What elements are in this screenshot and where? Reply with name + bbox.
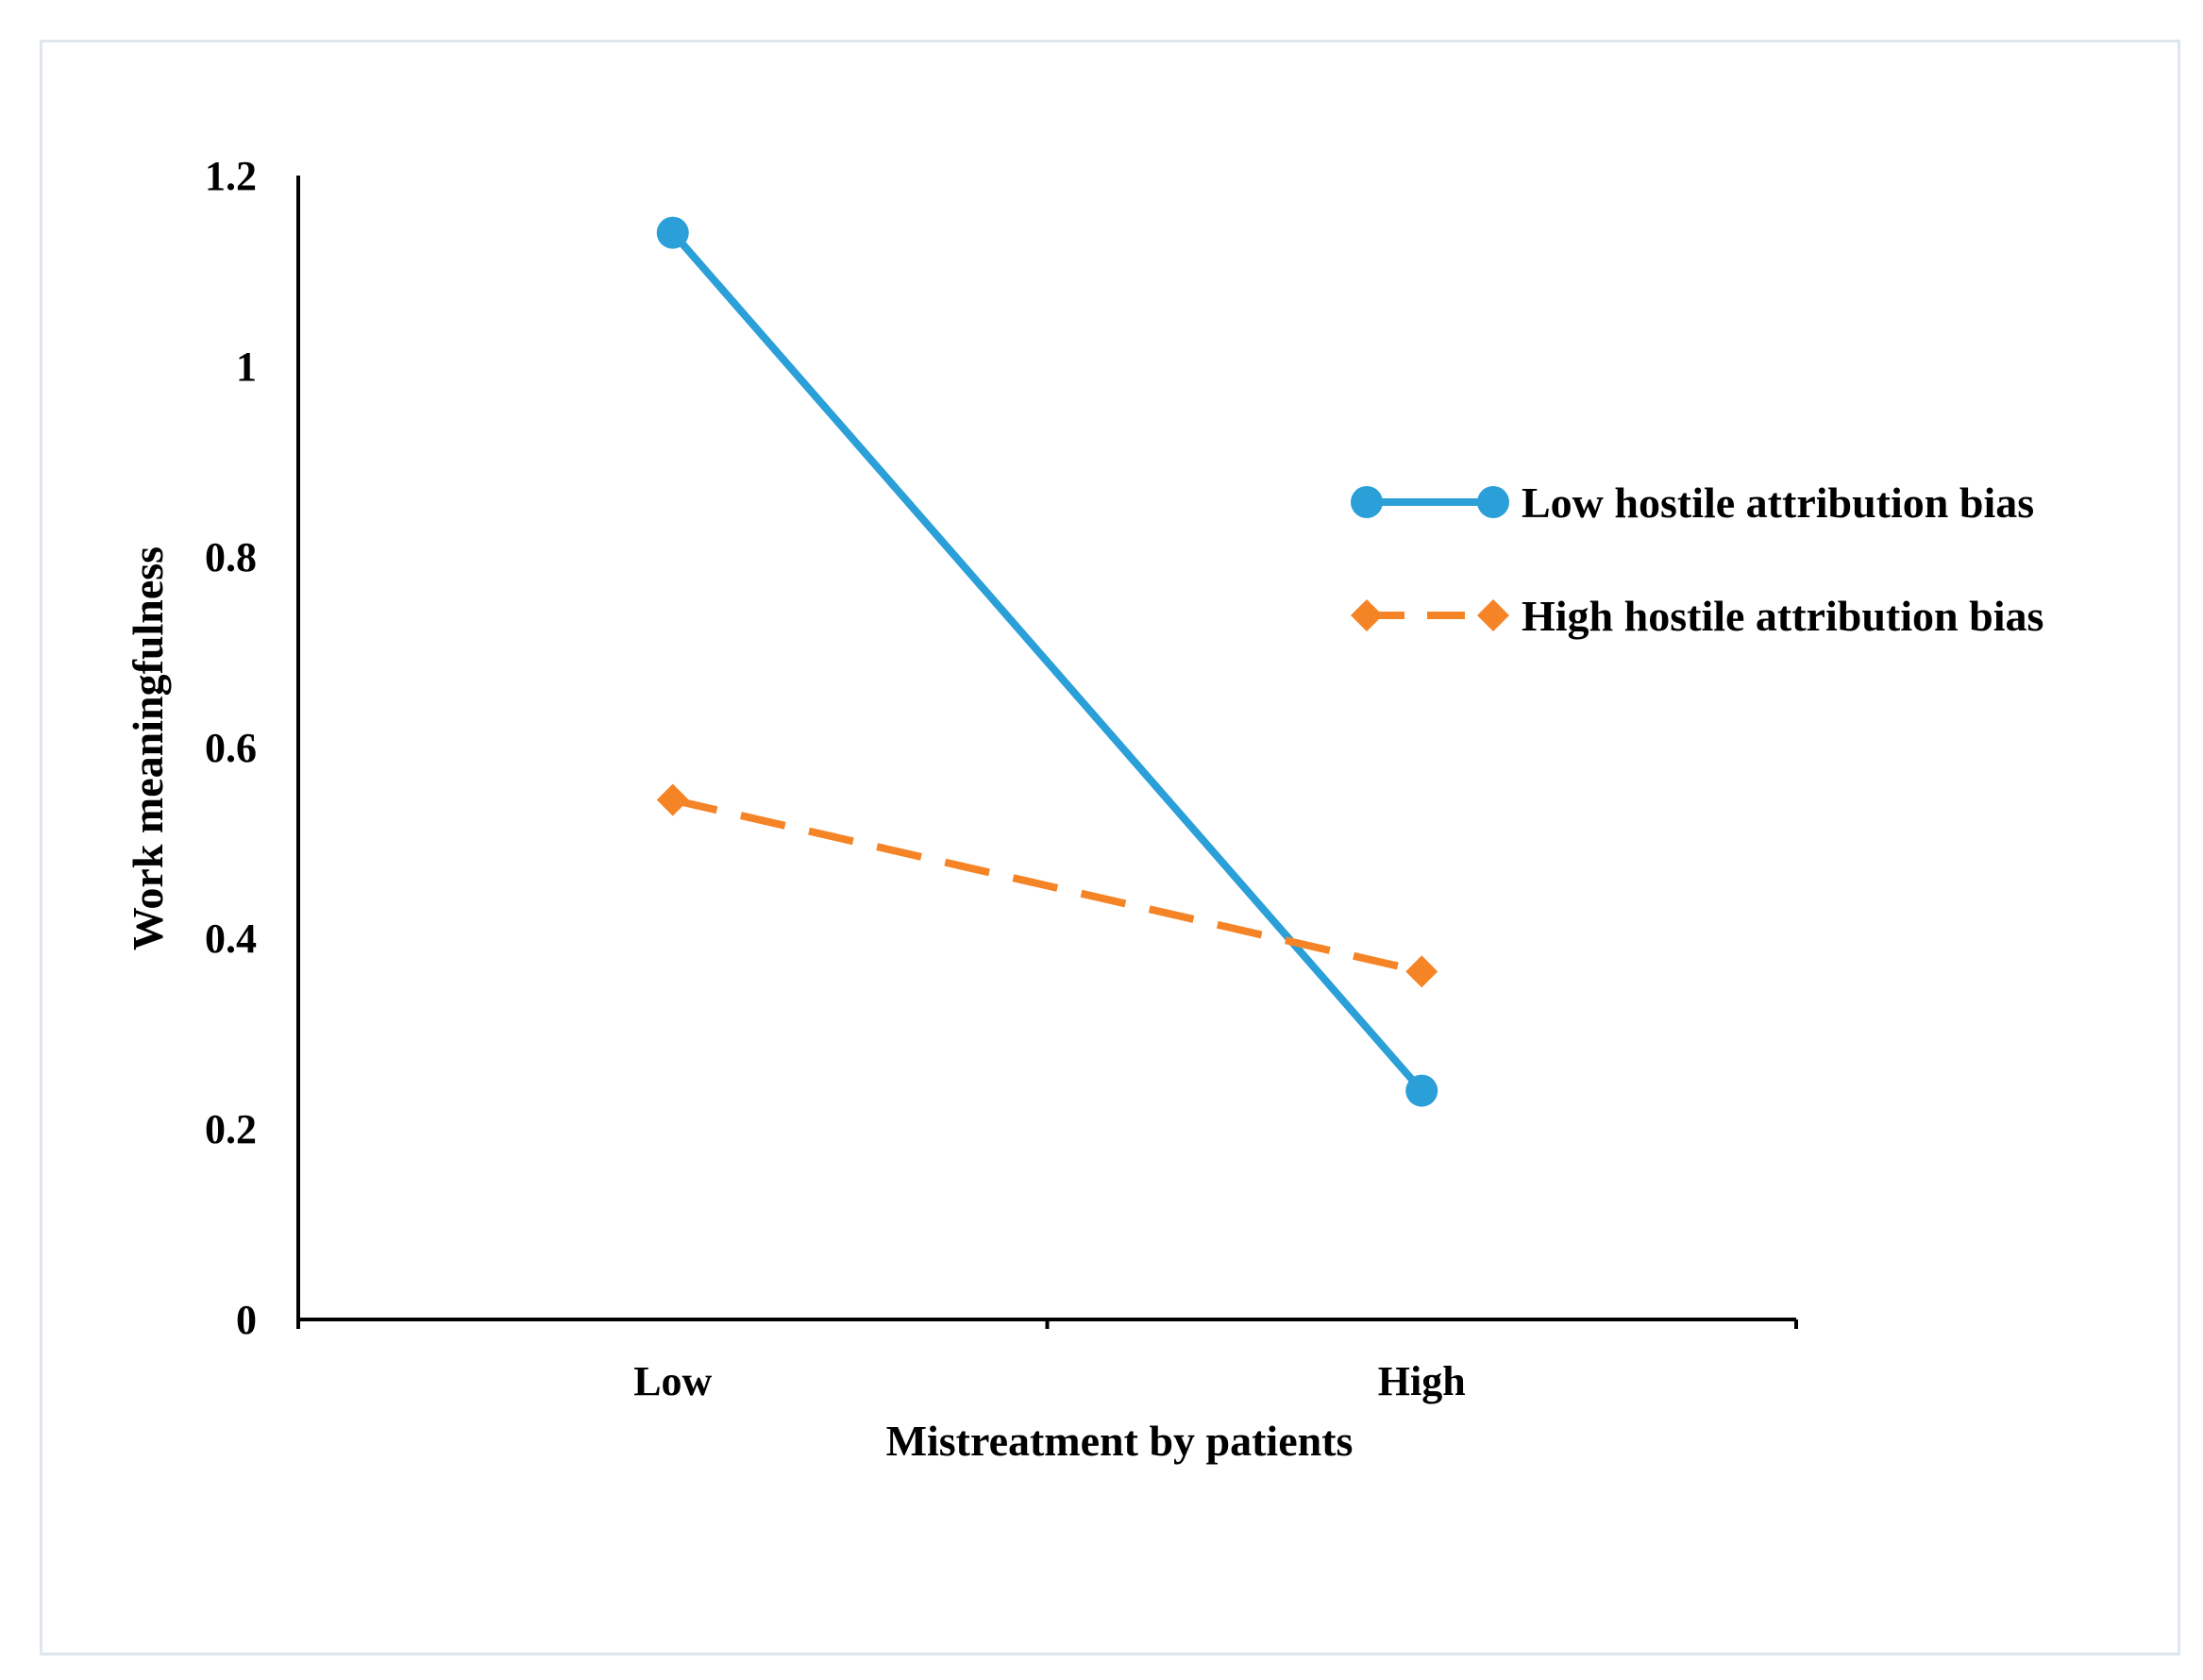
y-tick-label: 0.8	[205, 534, 257, 580]
y-tick-label: 0.4	[205, 916, 257, 962]
y-tick-label: 1	[236, 344, 257, 390]
data-point	[1405, 1074, 1438, 1107]
legend-label: High hostile attribution bias	[1522, 592, 2043, 640]
y-tick-label: 0.2	[205, 1106, 257, 1152]
legend-marker	[1351, 599, 1383, 631]
x-tick-label: Low	[633, 1358, 712, 1404]
series-1	[656, 216, 1438, 1107]
series-layer	[656, 216, 1438, 1107]
series-2	[656, 783, 1438, 988]
legend-marker	[1477, 599, 1509, 631]
series-line	[671, 796, 1423, 976]
x-tick-label: High	[1378, 1358, 1466, 1404]
chart-frame	[40, 40, 2180, 1655]
legend-label: Low hostile attribution bias	[1522, 479, 2034, 527]
y-tick-labels: 0 0.2 0.4 0.6 0.8 1 1.2	[205, 153, 257, 1343]
series-line	[669, 229, 1425, 1094]
legend: Low hostile attribution bias High hostile…	[1351, 479, 2043, 640]
y-axis-title: Work meaningfulness	[124, 546, 172, 950]
legend-item: High hostile attribution bias	[1351, 592, 2043, 640]
legend-marker	[1351, 486, 1383, 518]
legend-marker	[1477, 486, 1509, 518]
y-tick-label: 1.2	[205, 153, 257, 199]
x-axis-title: Mistreatment by patients	[886, 1417, 1354, 1465]
y-tick-label: 0	[236, 1297, 257, 1343]
y-tick-label: 0.6	[205, 725, 257, 771]
legend-item: Low hostile attribution bias	[1351, 479, 2034, 527]
x-tick-labels: Low High	[296, 1319, 1798, 1404]
data-point	[656, 216, 689, 249]
data-point	[656, 783, 689, 816]
data-point	[1405, 955, 1438, 988]
